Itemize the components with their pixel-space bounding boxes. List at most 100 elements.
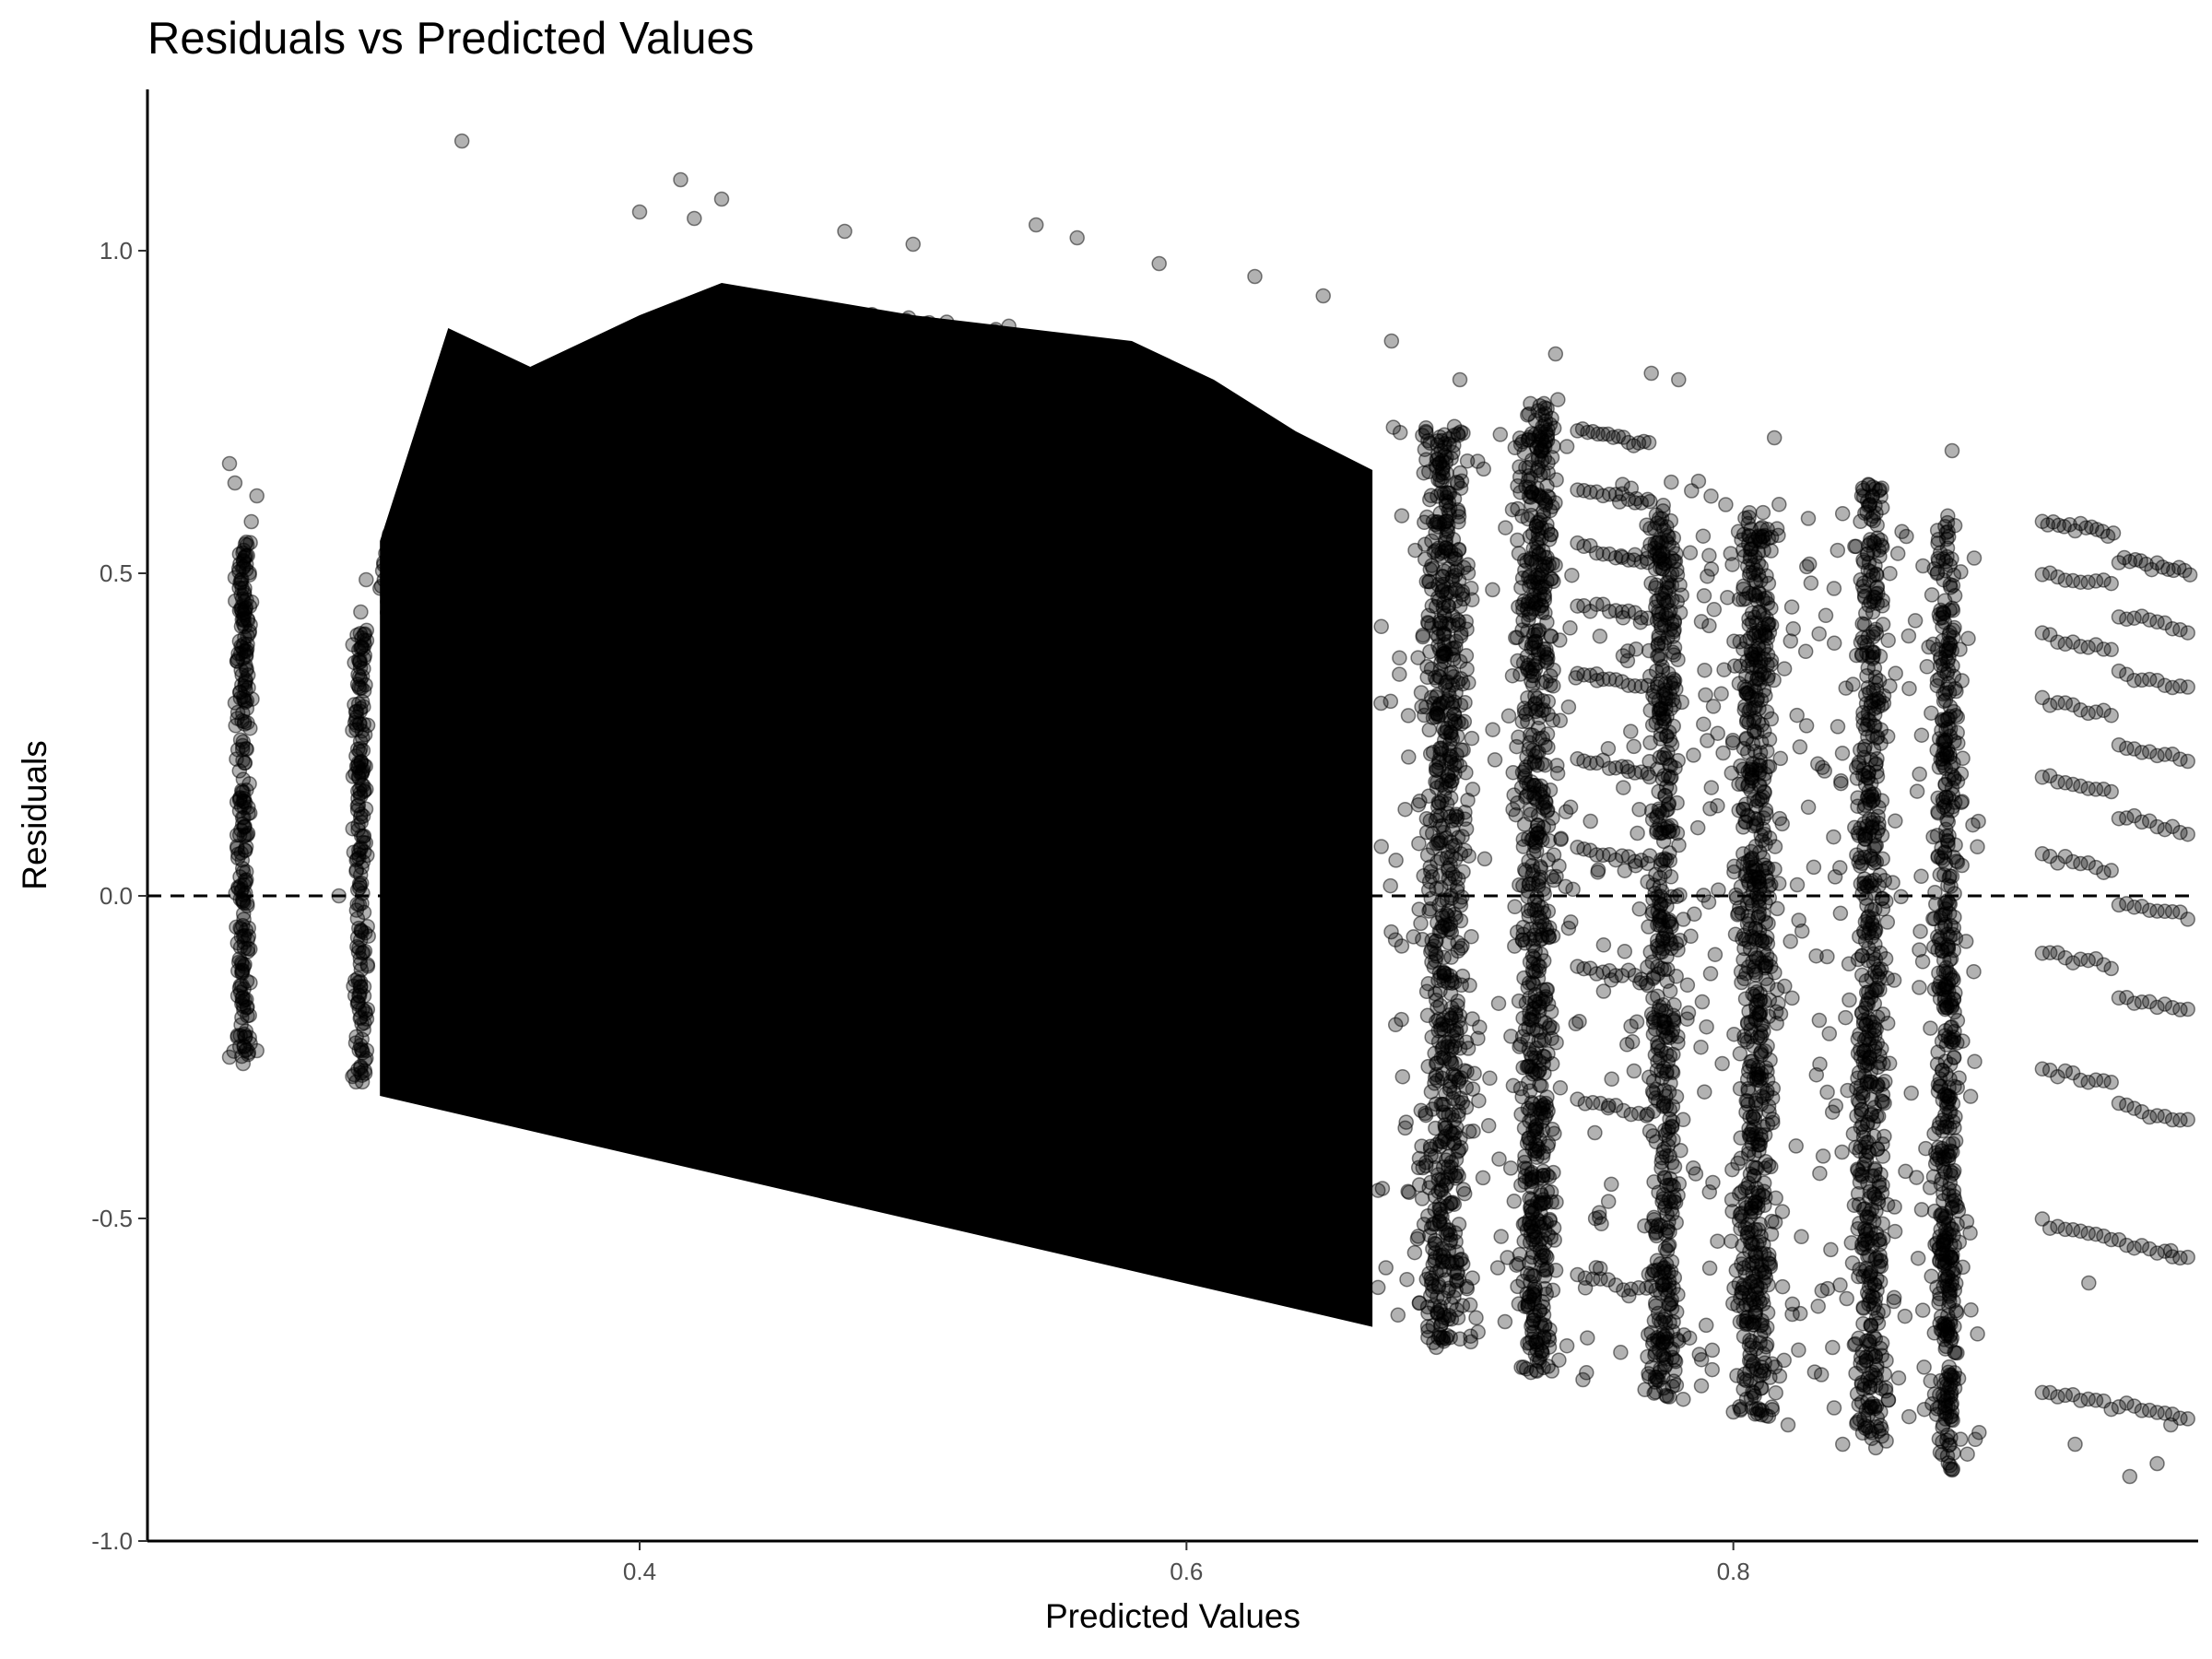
data-point — [1666, 1194, 1682, 1209]
data-point — [1735, 801, 1751, 818]
data-point — [1747, 588, 1764, 604]
data-point — [231, 580, 247, 596]
data-point — [1491, 1151, 1507, 1167]
data-point — [505, 438, 522, 453]
data-point — [1939, 681, 1955, 698]
data-point — [691, 418, 708, 433]
data-point — [524, 426, 540, 442]
data-point — [238, 647, 254, 663]
data-point — [840, 337, 855, 354]
data-point — [1650, 648, 1665, 664]
data-point — [1856, 741, 1872, 758]
data-point — [1436, 1334, 1452, 1349]
data-point — [1351, 517, 1368, 533]
data-point — [1106, 361, 1122, 378]
data-point — [1101, 396, 1118, 412]
data-point — [1863, 1264, 1879, 1280]
data-point — [1750, 869, 1767, 885]
data-point — [373, 578, 390, 594]
data-point — [1539, 982, 1556, 997]
data-point — [845, 318, 862, 334]
data-point — [1666, 697, 1682, 712]
data-point — [234, 966, 250, 982]
data-point — [1649, 593, 1665, 609]
data-point — [1537, 1317, 1553, 1334]
data-point — [1540, 693, 1557, 710]
data-point — [1856, 617, 1873, 632]
data-point — [1939, 1225, 1955, 1241]
data-point — [1941, 1359, 1958, 1375]
data-point — [1860, 729, 1876, 745]
data-point — [1148, 430, 1164, 446]
data-point — [400, 583, 416, 599]
data-point — [626, 442, 641, 458]
data-point — [1749, 1030, 1766, 1045]
data-point — [1758, 895, 1773, 911]
data-point — [1946, 1162, 1962, 1179]
data-point — [947, 395, 963, 412]
data-point — [413, 501, 429, 518]
data-point — [1524, 1164, 1540, 1181]
data-point — [1435, 1012, 1451, 1028]
data-point — [1009, 411, 1025, 428]
data-point — [551, 476, 568, 492]
data-point — [597, 485, 613, 500]
data-point — [1937, 1107, 1953, 1123]
data-point — [1411, 901, 1427, 917]
data-point — [783, 359, 800, 375]
data-point — [1882, 565, 1898, 582]
data-point — [936, 372, 953, 389]
data-point — [741, 368, 757, 384]
data-point — [1759, 1336, 1775, 1352]
data-point — [1660, 961, 1676, 977]
data-point — [720, 379, 736, 395]
data-point — [1145, 390, 1161, 406]
data-point — [235, 771, 252, 787]
data-point — [353, 922, 369, 938]
data-point — [950, 354, 966, 371]
data-point — [1353, 543, 1369, 559]
data-point — [1531, 874, 1547, 890]
data-point — [1118, 464, 1134, 480]
data-point — [1524, 667, 1540, 684]
data-point — [429, 534, 444, 550]
data-point — [1448, 910, 1464, 925]
data-point — [1273, 484, 1288, 500]
data-point — [444, 501, 461, 517]
data-point — [1947, 1344, 1962, 1360]
data-point — [1660, 1238, 1677, 1253]
data-point — [428, 581, 444, 597]
data-point — [1762, 1053, 1778, 1068]
data-point — [1154, 429, 1170, 444]
data-point — [1442, 1124, 1458, 1139]
data-point — [1337, 523, 1353, 538]
data-point — [238, 864, 254, 880]
data-point — [526, 490, 543, 507]
data-point — [241, 920, 256, 936]
data-point — [974, 356, 990, 372]
data-point — [1072, 406, 1088, 421]
data-point — [1420, 976, 1437, 992]
data-point — [1901, 1408, 1917, 1425]
data-point — [237, 676, 253, 691]
data-point — [1230, 497, 1246, 513]
data-point — [1413, 915, 1429, 932]
data-point — [1047, 362, 1064, 378]
data-point — [1453, 473, 1470, 489]
data-point — [488, 526, 504, 542]
data-point — [1285, 577, 1300, 593]
data-point — [1347, 571, 1363, 587]
data-point — [661, 433, 677, 450]
data-point — [236, 1002, 252, 1018]
data-point — [1100, 454, 1116, 470]
data-point — [890, 371, 906, 387]
data-point — [1947, 909, 1962, 925]
data-point — [1341, 540, 1357, 556]
data-point — [1771, 1368, 1788, 1384]
data-point — [1442, 1078, 1458, 1094]
data-point — [345, 723, 360, 738]
data-point — [583, 471, 599, 488]
data-point — [1697, 662, 1712, 678]
data-point — [1538, 1100, 1555, 1115]
data-point — [725, 336, 741, 353]
